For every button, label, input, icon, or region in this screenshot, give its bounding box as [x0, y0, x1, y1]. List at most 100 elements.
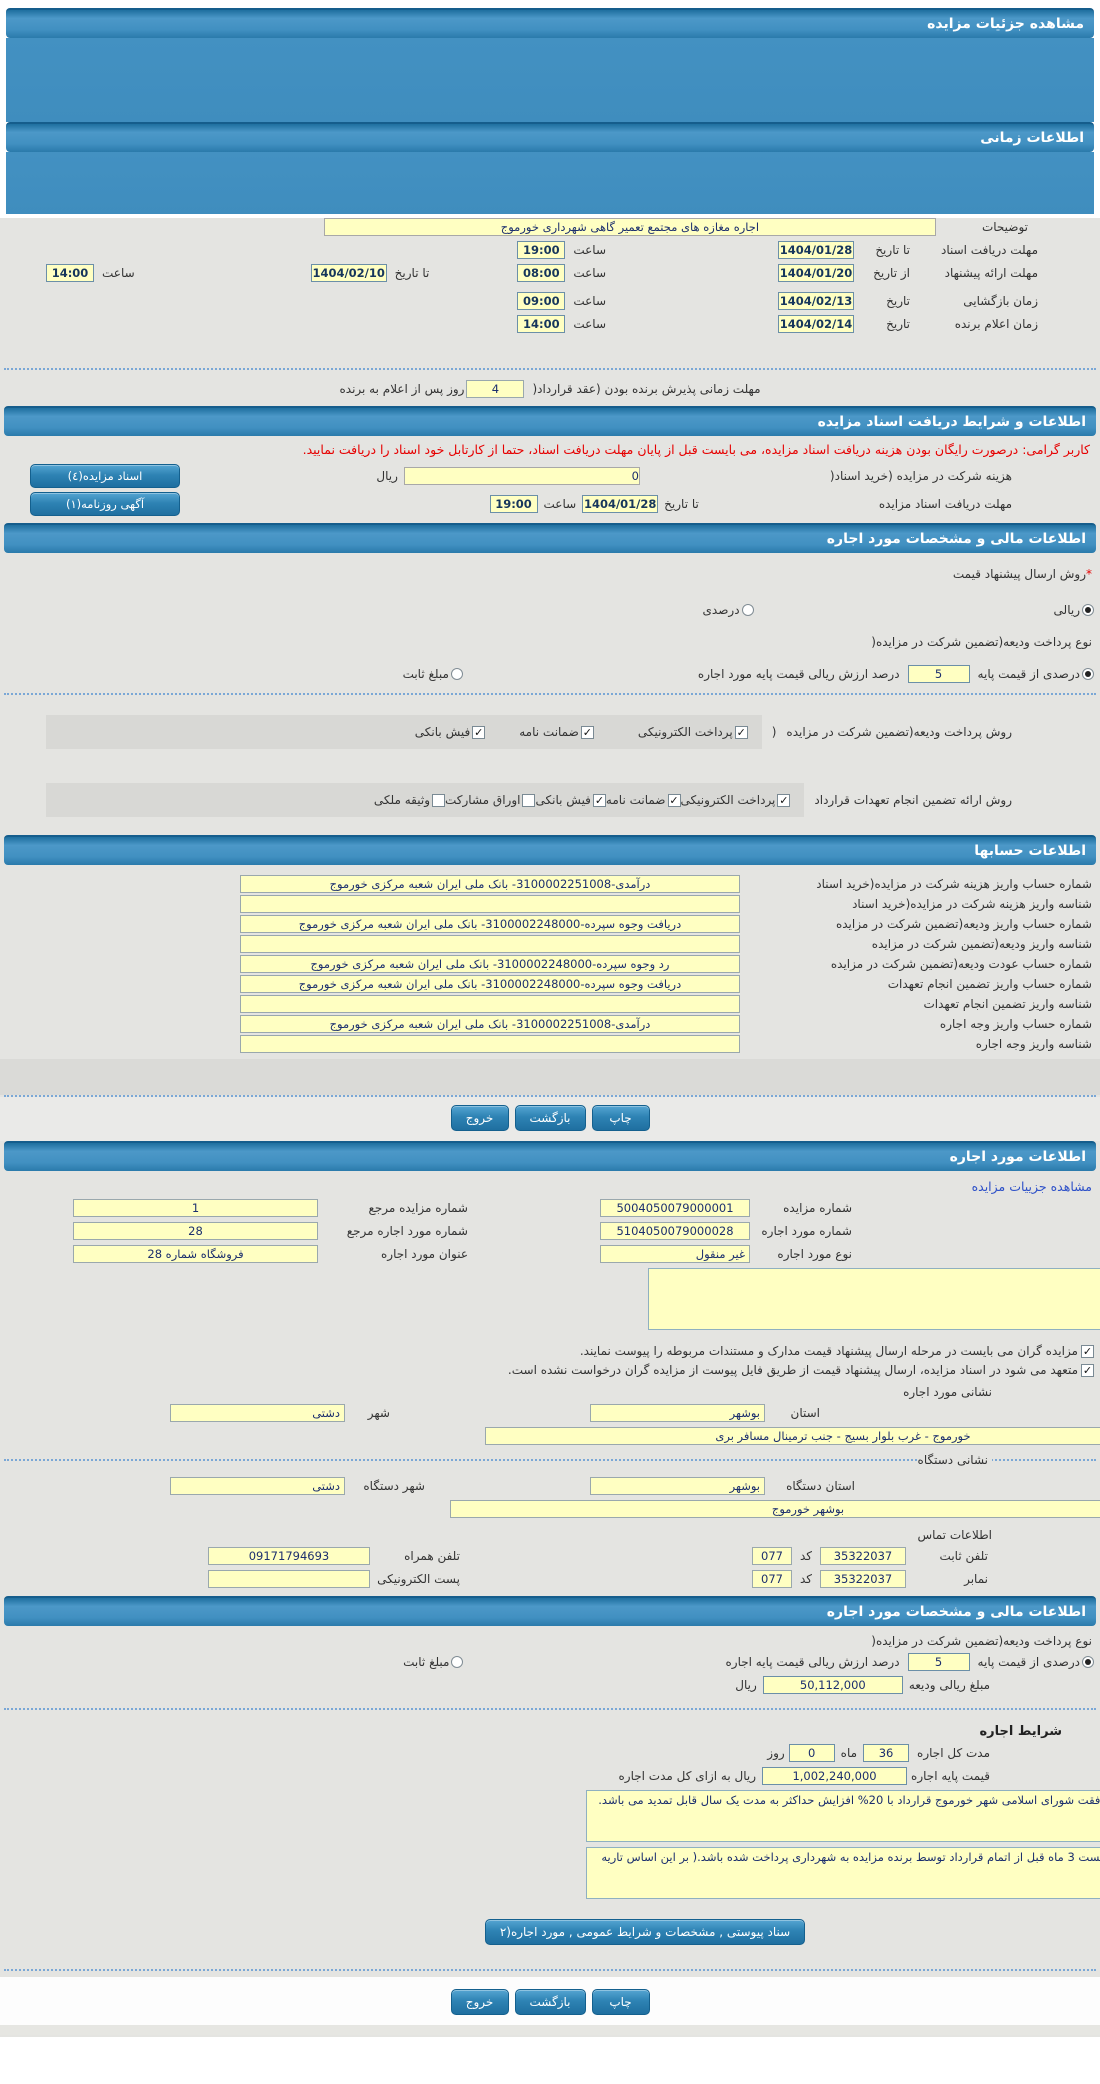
- province-field[interactable]: بوشهر: [590, 1404, 765, 1422]
- base-price-field[interactable]: 1,002,240,000: [762, 1767, 908, 1785]
- base-price-row: قیمت پایه اجاره 1,002,240,000 ریال به از…: [0, 1767, 1100, 1785]
- account-field[interactable]: درآمدی-3100002251008- بانک ملی ایران شعب…: [240, 875, 740, 893]
- percent-base-radio-2[interactable]: [1082, 1656, 1094, 1668]
- email-field[interactable]: [207, 1570, 370, 1588]
- phone-field[interactable]: 35322037: [820, 1547, 906, 1565]
- org-address-field[interactable]: بوشهر خورموج: [450, 1500, 1100, 1518]
- print-button[interactable]: چاپ: [591, 1989, 650, 2015]
- checkbox-unchecked[interactable]: [522, 793, 536, 807]
- checkbox-checked[interactable]: ✓: [1081, 1363, 1094, 1377]
- description-field[interactable]: اجاره مغازه های مجتمع تعمیر گاهی شهرداری…: [323, 218, 936, 236]
- note-2-row: ✓ متعهد می شود در اسناد مزایده، ارسال پی…: [0, 1363, 1100, 1377]
- acceptance-days-field[interactable]: 4: [466, 380, 525, 398]
- account-field[interactable]: دریافت وجوه سپرده-3100002248000- بانک مل…: [240, 915, 740, 933]
- view-auction-details-link[interactable]: مشاهده جزییات مزایده: [971, 1179, 1092, 1194]
- doc-deadline-time-field[interactable]: 19:00: [517, 241, 566, 259]
- checkbox-checked[interactable]: ✓: [472, 725, 486, 739]
- docs-deadline-time-field[interactable]: 19:00: [489, 495, 538, 513]
- winner-time-field[interactable]: 14:00: [517, 315, 566, 333]
- offer-from-time-field[interactable]: 08:00: [517, 264, 566, 282]
- deposit-amount-row: مبلغ ریالی ودیعه 50,112,000 ریال: [0, 1676, 1100, 1694]
- blue-filler-top: [6, 38, 1094, 122]
- bottom-strip: [0, 2025, 1100, 2035]
- doc-deadline-date-field[interactable]: 1404/01/28: [778, 241, 854, 259]
- city-field[interactable]: دشتی: [170, 1404, 345, 1422]
- deposit-amount-field[interactable]: 50,112,000: [762, 1676, 903, 1694]
- auction-no-field[interactable]: 5004050079000001: [600, 1199, 750, 1217]
- separator: [4, 1969, 1096, 1971]
- checkbox-unchecked[interactable]: [432, 793, 446, 807]
- offer-from-date-field[interactable]: 1404/01/20: [778, 264, 854, 282]
- item-no-field[interactable]: 5104050079000028: [600, 1222, 750, 1240]
- item-type-field[interactable]: غیر منقول: [600, 1245, 750, 1263]
- back-button[interactable]: بازگشت: [514, 1989, 586, 2015]
- percent-value-field[interactable]: 5: [907, 665, 970, 683]
- docs-deadline-date-field[interactable]: 1404/01/28: [582, 495, 659, 513]
- separator: [4, 368, 1096, 370]
- attachments-button[interactable]: سناد پیوستی , مشخصات و شرایط عمومی , مور…: [484, 1919, 806, 1945]
- checkbox-checked[interactable]: ✓: [1081, 1344, 1094, 1358]
- checkbox-checked[interactable]: ✓: [777, 793, 791, 807]
- duration-days-field[interactable]: 0: [788, 1744, 835, 1762]
- account-field[interactable]: درآمدی-3100002251008- بانک ملی ایران شعب…: [240, 1015, 740, 1033]
- checkbox-checked[interactable]: ✓: [580, 725, 594, 739]
- duration-months-field[interactable]: 36: [863, 1744, 910, 1762]
- offer-label: مهلت ارائه پیشنهاد: [944, 266, 1038, 280]
- fax-field[interactable]: 35322037: [820, 1570, 906, 1588]
- note-2-text: متعهد می شود در اسناد مزایده، ارسال پیشن…: [507, 1363, 1078, 1377]
- percent-suffix-label-2: درصد ارزش ریالی قیمت پایه اجاره: [725, 1655, 900, 1669]
- docs-deadline-label: مهلت دریافت اسناد مزایده: [878, 497, 1012, 511]
- checkbox-checked[interactable]: ✓: [667, 793, 681, 807]
- city-label: شهر: [367, 1406, 390, 1420]
- percent-radio[interactable]: [741, 604, 754, 616]
- footer-toolbar-zone: چاپ بازگشت خروج: [0, 1977, 1100, 2025]
- newspaper-ad-button[interactable]: آگهی روزنامه(۱): [30, 492, 180, 516]
- percent-value-field-2[interactable]: 5: [907, 1653, 970, 1671]
- opening-date-field[interactable]: 1404/02/13: [778, 292, 854, 310]
- payment-terms-textarea[interactable]: سه سال و در صورت رضایت موجر و موافقت شور…: [586, 1790, 1100, 1842]
- exit-button[interactable]: خروج: [450, 1105, 509, 1131]
- month-label: ماه: [840, 1746, 858, 1760]
- mobile-field[interactable]: 09171794693: [207, 1547, 370, 1565]
- item-specs-textarea[interactable]: فروشگاه به مساحت 46.40 متر مربع: [648, 1268, 1100, 1330]
- account-field[interactable]: [240, 1035, 740, 1053]
- auction-ref-field[interactable]: 1: [73, 1199, 318, 1217]
- winner-date-field[interactable]: 1404/02/14: [778, 315, 854, 333]
- main-content: توضیحات اجاره مغازه های مجتمع تعمیر گاهی…: [0, 218, 1100, 2037]
- org-province-field[interactable]: بوشهر: [590, 1477, 765, 1495]
- account-field[interactable]: دریافت وجوه سپرده-3100002248000- بانک مل…: [240, 975, 740, 993]
- rial-radio[interactable]: [1082, 604, 1094, 616]
- address-section-row: نشانی مورد اجاره: [0, 1385, 1100, 1399]
- offer-to-date-field[interactable]: 1404/02/10: [310, 264, 387, 282]
- item-ref-field[interactable]: 28: [73, 1222, 318, 1240]
- account-field[interactable]: [240, 895, 740, 913]
- offer-to-time-field[interactable]: 14:00: [46, 264, 94, 282]
- account-field[interactable]: [240, 995, 740, 1013]
- item-title-label: عنوان مورد اجاره: [380, 1247, 468, 1261]
- org-city-field[interactable]: دشتی: [170, 1477, 345, 1495]
- hour-label: ساعت: [573, 317, 606, 331]
- back-button[interactable]: بازگشت: [514, 1105, 586, 1131]
- account-field[interactable]: [240, 935, 740, 953]
- auction-docs-button[interactable]: اسناد مزایده(٤): [30, 464, 180, 488]
- address-field[interactable]: خورموج - غرب بلوار بسیج - جنب ترمینال مس…: [485, 1427, 1100, 1445]
- checkbox-checked[interactable]: ✓: [734, 725, 748, 739]
- print-button[interactable]: چاپ: [591, 1105, 650, 1131]
- fee-field[interactable]: 0: [403, 467, 640, 485]
- deposit-type-options-row: درصدی از قیمت پایه 5 درصد ارزش ریالی قیم…: [0, 665, 1100, 683]
- fax-code-field[interactable]: 077: [751, 1570, 792, 1588]
- fixed-amount-radio[interactable]: [450, 668, 463, 680]
- item-number-row: شماره مورد اجاره 5104050079000028 شماره …: [0, 1222, 1100, 1240]
- account-field[interactable]: رد وجوه سپرده-3100002248000- بانک ملی ای…: [240, 955, 740, 973]
- percent-base-radio[interactable]: [1082, 668, 1094, 680]
- opening-time-field[interactable]: 09:00: [517, 292, 566, 310]
- fixed-amount-radio-2[interactable]: [451, 1656, 464, 1668]
- checkbox-checked[interactable]: ✓: [592, 793, 606, 807]
- payment-terms-row: شرایط پرداخت مبلغ اجاره و تضامین آن سه س…: [0, 1790, 1100, 1842]
- item-title-field[interactable]: فروشگاه شماره 28: [73, 1245, 318, 1263]
- exit-button[interactable]: خروج: [450, 1989, 509, 2015]
- special-terms-textarea[interactable]: ی اخذ می گردد و مبلغ کل قرارداد می بایست…: [586, 1847, 1100, 1899]
- phone-code-field[interactable]: 077: [751, 1547, 792, 1565]
- rial-option-label: ریالی: [1053, 603, 1080, 617]
